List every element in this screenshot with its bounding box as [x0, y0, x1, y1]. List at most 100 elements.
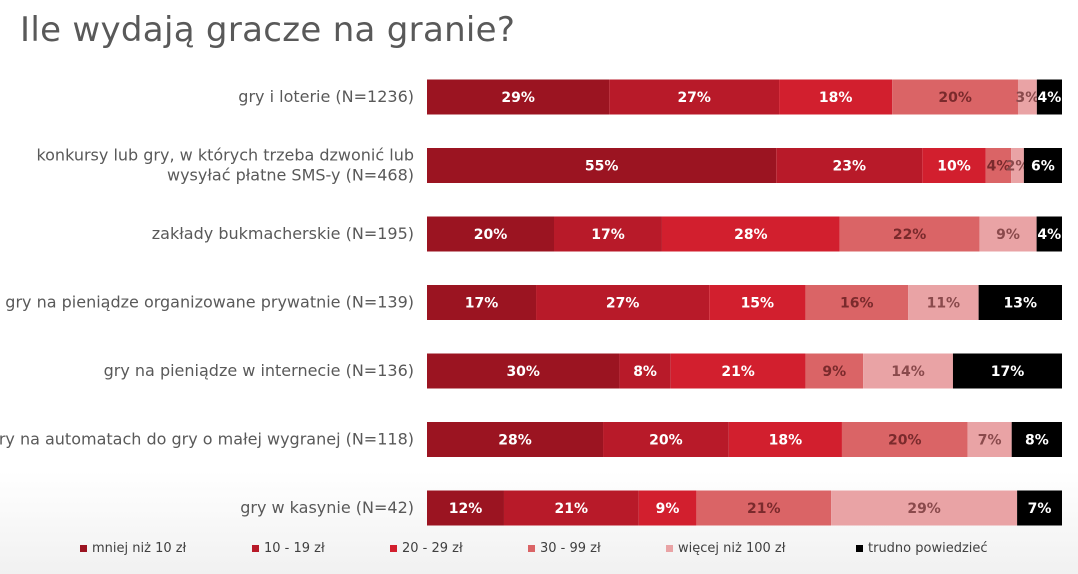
- bar-value-label: 16%: [840, 296, 874, 312]
- legend-swatch: [666, 545, 673, 552]
- category-label: gry w kasynie (N=42): [240, 498, 414, 517]
- legend-item: 10 - 19 zł: [252, 541, 325, 556]
- bar-value-label: 17%: [991, 364, 1025, 380]
- bar-segment: [638, 490, 697, 526]
- bar-segment: [1017, 490, 1062, 526]
- bar-segment: [985, 148, 1012, 183]
- category-label: gry i loterie (N=1236): [238, 87, 414, 106]
- bar-value-label: 13%: [1004, 296, 1038, 312]
- bar-value-label: 7%: [978, 433, 1002, 449]
- bar-value-label: 22%: [893, 227, 927, 243]
- bar-segment: [1011, 422, 1062, 457]
- bar-value-label: 29%: [501, 90, 535, 106]
- bar-segment: [979, 216, 1037, 252]
- bar-value-label: 27%: [606, 296, 640, 312]
- bar-value-label: 4%: [1037, 227, 1061, 243]
- bar-value-label: 20%: [888, 433, 922, 449]
- bar-value-label: 18%: [819, 90, 853, 106]
- bar-value-label: 2%: [1006, 159, 1030, 175]
- legend-swatch: [390, 545, 397, 552]
- category-label: wysyłać płatne SMS-y (N=468): [167, 166, 414, 185]
- bar-segment: [892, 79, 1018, 115]
- bar-value-label: 17%: [465, 296, 499, 312]
- bar-segment: [831, 490, 1018, 526]
- bar-value-label: 21%: [747, 501, 781, 517]
- bar-value-label: 9%: [996, 227, 1020, 243]
- legend-item: więcej niż 100 zł: [666, 541, 785, 556]
- bar-segment: [839, 216, 980, 252]
- chart-legend: mniej niż 10 zł 10 - 19 zł 20 - 29 zł 30 - …: [80, 541, 1040, 561]
- bar-value-label: 8%: [1025, 433, 1049, 449]
- bar-value-label: 7%: [1028, 501, 1052, 517]
- legend-label: mniej niż 10 zł: [92, 541, 187, 556]
- bar-value-label: 23%: [833, 159, 867, 175]
- bar-segment: [1036, 216, 1062, 252]
- bar-value-label: 12%: [449, 501, 483, 517]
- bar-segment: [427, 490, 504, 526]
- bar-segment: [952, 353, 1062, 389]
- bar-segment: [554, 216, 662, 252]
- legend-item: trudno powiedzieć: [856, 541, 988, 556]
- bar-value-label: 18%: [769, 433, 803, 449]
- bar-value-label: 9%: [656, 501, 680, 517]
- bar-value-label: 3%: [1016, 90, 1040, 106]
- bar-value-label: 17%: [591, 227, 625, 243]
- bar-value-label: 29%: [907, 501, 941, 517]
- legend-item: 30 - 99 zł: [528, 541, 601, 556]
- bar-segment: [670, 353, 806, 389]
- bar-value-label: 20%: [938, 90, 972, 106]
- legend-item: 20 - 29 zł: [390, 541, 463, 556]
- bar-segment: [619, 353, 671, 389]
- legend-swatch: [856, 545, 863, 552]
- bar-segment: [805, 353, 864, 389]
- legend-swatch: [80, 545, 87, 552]
- bar-segment: [1023, 148, 1062, 183]
- legend-label: 10 - 19 zł: [264, 541, 325, 556]
- bar-segment: [841, 422, 968, 457]
- bar-segment: [427, 422, 604, 457]
- bar-segment: [427, 216, 554, 252]
- bar-segment: [776, 148, 923, 183]
- bar-segment: [709, 285, 806, 320]
- bar-value-label: 15%: [741, 296, 775, 312]
- legend-label: trudno powiedzieć: [868, 541, 988, 556]
- chart-title: Ile wydają gracze na granie?: [20, 10, 516, 50]
- category-label: zakłady bukmacherskie (N=195): [152, 224, 414, 243]
- category-label: gry na pieniądze organizowane prywatnie …: [5, 293, 414, 312]
- bar-value-label: 10%: [937, 159, 971, 175]
- category-label: gry na automatach do gry o małej wygrane…: [0, 430, 414, 449]
- bar-segment: [922, 148, 986, 183]
- bar-segment: [1011, 148, 1024, 183]
- category-label: konkursy lub gry, w których trzeba dzwon…: [36, 146, 414, 165]
- bar-segment: [779, 79, 893, 115]
- bar-segment: [427, 285, 537, 320]
- bar-segment: [908, 285, 979, 320]
- bar-value-label: 8%: [633, 364, 657, 380]
- bar-segment: [696, 490, 832, 526]
- legend-item: mniej niż 10 zł: [80, 541, 186, 556]
- bar-segment: [661, 216, 840, 252]
- legend-swatch: [528, 545, 535, 552]
- bar-value-label: 20%: [474, 227, 508, 243]
- bar-segment: [1036, 79, 1062, 115]
- legend-label: 20 - 29 zł: [402, 541, 463, 556]
- bar-segment: [1017, 79, 1037, 115]
- bar-value-label: 20%: [649, 433, 683, 449]
- bar-value-label: 4%: [987, 159, 1011, 175]
- bar-segment: [728, 422, 842, 457]
- bar-value-label: 30%: [506, 364, 540, 380]
- bar-value-label: 21%: [721, 364, 755, 380]
- bar-value-label: 14%: [891, 364, 925, 380]
- bar-value-label: 27%: [677, 90, 711, 106]
- bar-segment: [536, 285, 710, 320]
- bar-segment: [503, 490, 639, 526]
- bar-segment: [427, 353, 620, 389]
- stacked-bar-chart: gry i loterie (N=1236) 29% 27% 18% 20% 3% 4% ko…: [0, 79, 1062, 526]
- category-label: gry na pieniądze w internecie (N=136): [104, 361, 414, 380]
- bar-value-label: 55%: [585, 159, 619, 175]
- bar-value-label: 21%: [555, 501, 589, 517]
- bar-value-label: 28%: [498, 433, 532, 449]
- bar-segment: [978, 285, 1062, 320]
- bar-value-label: 28%: [734, 227, 768, 243]
- bar-value-label: 6%: [1031, 159, 1055, 175]
